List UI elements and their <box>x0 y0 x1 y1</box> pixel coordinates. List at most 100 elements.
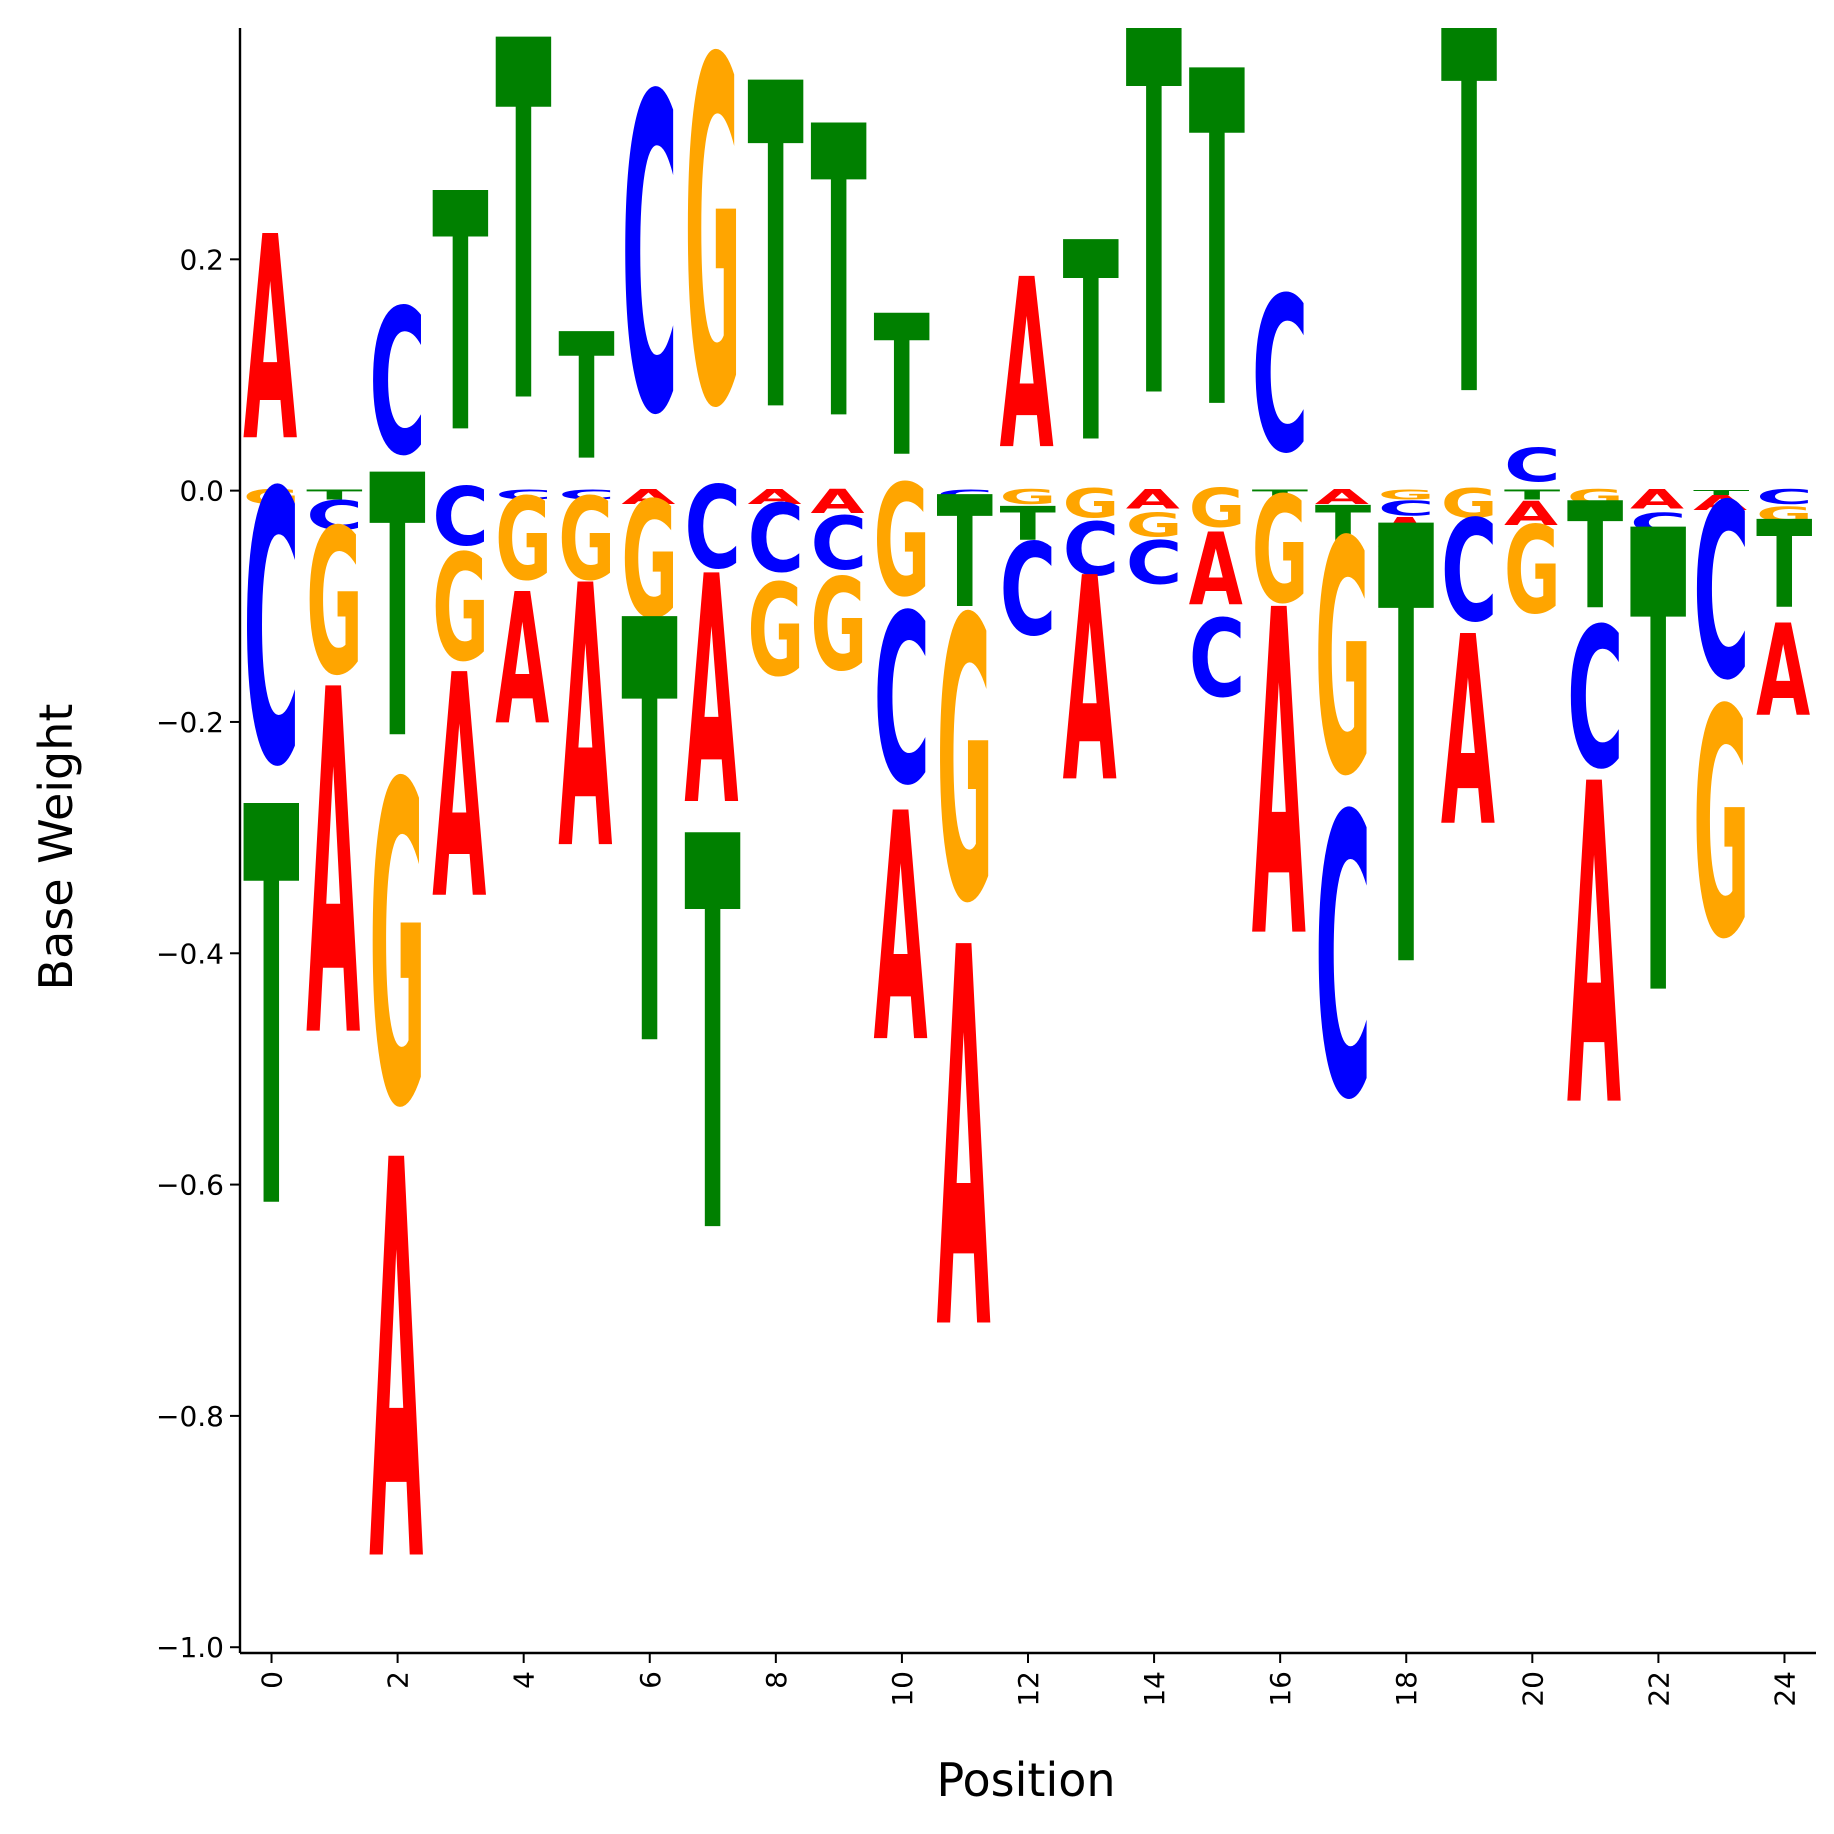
logo-letter-t-pos-6: T <box>621 500 678 1176</box>
logo-letter-g-pos-6: G <box>621 470 678 656</box>
logo-letter-g-pos-3: G <box>432 525 489 695</box>
y-tick-label: 0.2 <box>179 243 224 276</box>
logo-letter-c-pos-9: C <box>811 501 868 587</box>
logo-letters: AGCTTCGACTGATCGATCGATCGACAGTGCATTACGTACG… <box>243 0 1813 1653</box>
logo-letter-c-pos-4: C <box>495 488 552 503</box>
y-tick-label: −0.2 <box>156 706 224 739</box>
y-tick-label: −0.4 <box>156 937 224 970</box>
x-tick-label: 0 <box>256 1671 289 1689</box>
x-tick-label: 18 <box>1390 1671 1423 1707</box>
logo-letter-g-pos-15: G <box>1189 477 1246 539</box>
logo-letter-t-pos-18: T <box>1378 404 1435 1103</box>
logo-letter-a-pos-11: A <box>937 839 992 1446</box>
logo-letter-c-pos-8: C <box>747 485 804 594</box>
logo-letter-g-pos-5: G <box>558 475 615 607</box>
logo-letter-t-pos-4: T <box>495 0 552 514</box>
logo-letter-c-pos-5: C <box>558 488 615 503</box>
logo-letter-a-pos-19: A <box>1441 581 1495 884</box>
logo-letter-a-pos-16: A <box>1252 518 1307 1038</box>
logo-letter-t-pos-17: T <box>1315 495 1372 557</box>
logo-letter-a-pos-24: A <box>1756 599 1810 746</box>
logo-letter-c-pos-11: C <box>937 488 994 503</box>
logo-letter-g-pos-12: G <box>1000 486 1057 509</box>
x-tick-label: 10 <box>886 1671 919 1707</box>
logo-letter-c-pos-12: C <box>1000 517 1057 664</box>
logo-letter-t-pos-20: T <box>1504 487 1560 503</box>
logo-letter-t-pos-23: T <box>1693 489 1749 497</box>
logo-letter-g-pos-16: G <box>1252 467 1309 637</box>
logo-letter-g-pos-13: G <box>1063 482 1120 528</box>
logo-letter-a-pos-18: A <box>1378 510 1432 556</box>
x-tick-label: 22 <box>1642 1671 1675 1707</box>
x-tick-label: 8 <box>760 1671 793 1689</box>
logo-letter-a-pos-5: A <box>558 511 613 930</box>
logo-letter-g-pos-11: G <box>937 538 994 989</box>
logo-letter-a-pos-22: A <box>1630 484 1684 515</box>
x-tick-label: 2 <box>382 1671 415 1689</box>
logo-letter-t-pos-19: T <box>1441 0 1498 515</box>
logo-letter-a-pos-7: A <box>684 510 738 876</box>
logo-letter-a-pos-1: A <box>306 591 361 1142</box>
logo-letter-c-pos-14: C <box>1126 529 1183 598</box>
logo-letter-t-pos-1: T <box>306 487 362 503</box>
logo-letter-t-pos-21: T <box>1567 472 1623 643</box>
logo-letter-t-pos-22: T <box>1630 401 1687 1139</box>
logo-letter-a-pos-12: A <box>1000 229 1054 501</box>
logo-letter-c-pos-0: C <box>243 414 300 849</box>
logo-letter-t-pos-15: T <box>1189 0 1246 511</box>
logo-letter-g-pos-1: G <box>306 488 363 721</box>
x-tick-label: 4 <box>508 1671 541 1689</box>
logo-letter-g-pos-21: G <box>1567 486 1624 509</box>
logo-letter-t-pos-3: T <box>432 127 488 507</box>
x-tick-label: 14 <box>1138 1671 1171 1707</box>
logo-letter-c-pos-23: C <box>1693 454 1750 734</box>
logo-letter-t-pos-14: T <box>1126 0 1183 514</box>
logo-letter-g-pos-24: G <box>1756 503 1813 526</box>
x-tick-label: 20 <box>1516 1671 1549 1707</box>
logo-letter-g-pos-20: G <box>1504 502 1561 642</box>
logo-letter-a-pos-4: A <box>495 556 549 766</box>
logo-letter-a-pos-9: A <box>811 482 866 521</box>
logo-letter-g-pos-4: G <box>495 475 552 607</box>
logo-letter-c-pos-1: C <box>306 492 363 539</box>
logo-letter-t-pos-2: T <box>369 399 426 819</box>
y-tick-label: −1.0 <box>156 1631 224 1664</box>
logo-letter-g-pos-10: G <box>874 454 931 632</box>
logo-letter-g-pos-7: G <box>684 0 741 512</box>
logo-letter-t-pos-10: T <box>874 276 930 501</box>
logo-letter-g-pos-9: G <box>811 552 868 700</box>
logo-letter-c-pos-16: C <box>1252 252 1309 501</box>
logo-letter-c-pos-7: C <box>684 462 741 594</box>
logo-letter-c-pos-19: C <box>1441 490 1498 653</box>
logo-letter-a-pos-14: A <box>1126 484 1180 515</box>
logo-letter-c-pos-15: C <box>1189 597 1246 721</box>
y-axis-title: Base Weight <box>29 704 83 991</box>
logo-letter-a-pos-23: A <box>1693 492 1747 515</box>
logo-letter-a-pos-10: A <box>874 747 928 1113</box>
y-tick-label: −0.6 <box>156 1169 224 1202</box>
logo-letter-c-pos-24: C <box>1756 486 1813 509</box>
logo-letter-t-pos-12: T <box>1000 496 1057 550</box>
x-tick-label: 12 <box>1012 1671 1045 1707</box>
logo-letter-g-pos-23: G <box>1693 643 1750 1009</box>
logo-letter-c-pos-3: C <box>432 470 489 564</box>
ticks: −1.0−0.8−0.6−0.4−0.20.00.20 2 4 6 8 10 12 14 16 1… <box>156 243 1801 1706</box>
logo-letter-c-pos-10: C <box>874 567 931 838</box>
logo-letter-c-pos-17: C <box>1315 734 1372 1185</box>
logo-letter-a-pos-3: A <box>432 611 486 968</box>
logo-letter-t-pos-0: T <box>243 696 300 1332</box>
x-tick-label: 24 <box>1768 1671 1801 1707</box>
x-tick-label: 6 <box>634 1671 667 1689</box>
logo-letter-t-pos-13: T <box>1063 184 1119 504</box>
logo-letter-a-pos-17: A <box>1315 486 1369 509</box>
x-tick-label: 16 <box>1264 1671 1297 1707</box>
logo-letter-g-pos-2: G <box>369 693 426 1206</box>
logo-letter-g-pos-14: G <box>1126 506 1183 545</box>
logo-letter-g-pos-18: G <box>1378 487 1435 503</box>
logo-letter-c-pos-13: C <box>1063 507 1120 593</box>
logo-letter-g-pos-19: G <box>1441 482 1498 528</box>
y-tick-label: 0.0 <box>179 475 224 508</box>
logo-letter-a-pos-8: A <box>747 486 801 509</box>
logo-letter-t-pos-11: T <box>937 465 993 643</box>
